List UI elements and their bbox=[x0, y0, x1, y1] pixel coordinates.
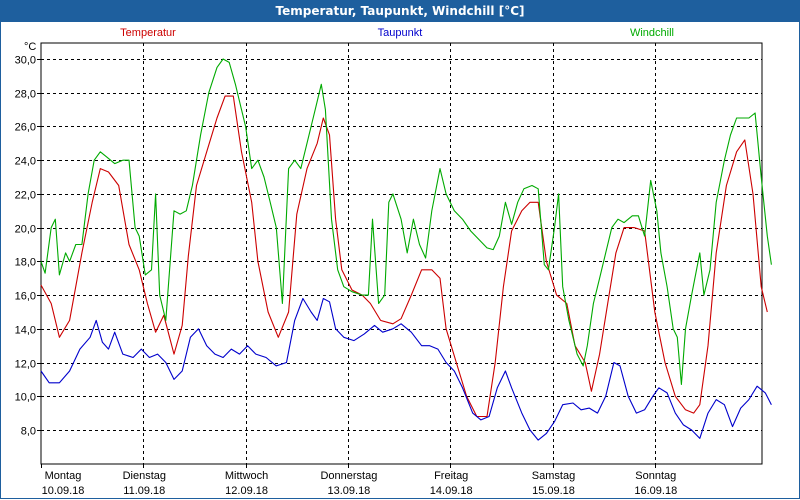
legend: Temperatur Taupunkt Windchill bbox=[120, 27, 674, 39]
x-tick-date: 13.09.18 bbox=[327, 485, 370, 497]
y-tick-label: 18,0 bbox=[15, 257, 36, 269]
series-line-taupunkt bbox=[40, 297, 772, 441]
y-tick-label: 12,0 bbox=[15, 359, 36, 371]
chart-title-bar: Temperatur, Taupunkt, Windchill [°C] bbox=[0, 0, 800, 22]
x-tick-day: Sonntag bbox=[635, 470, 676, 482]
x-tick-day: Samstag bbox=[532, 470, 575, 482]
x-tick-day: Dienstag bbox=[123, 470, 166, 482]
y-tick-label: 16,0 bbox=[15, 291, 36, 303]
plot-area-border bbox=[40, 42, 763, 465]
series-line-windchill bbox=[40, 58, 772, 386]
y-tick-label: 30,0 bbox=[15, 55, 36, 67]
x-tick-date: 16.09.18 bbox=[634, 485, 677, 497]
series-line-temperatur bbox=[40, 95, 768, 418]
series-layer bbox=[40, 58, 772, 441]
grid-layer: 8,0 10,0 12,0 14,0 16,0 18,0 20,0 22,0 24,0 26,0 2… bbox=[15, 42, 763, 497]
x-tick-day: Donnerstag bbox=[320, 470, 377, 482]
x-tick-date: 11.09.18 bbox=[123, 485, 165, 497]
legend-taupunkt: Taupunkt bbox=[378, 27, 423, 39]
y-tick-label: 10,0 bbox=[15, 392, 36, 404]
y-tick-label: 26,0 bbox=[15, 122, 36, 134]
x-tick-date: 12.09.18 bbox=[225, 485, 268, 497]
y-tick-label: 22,0 bbox=[15, 190, 36, 202]
legend-temperatur: Temperatur bbox=[120, 27, 176, 39]
y-tick-label: 28,0 bbox=[15, 89, 36, 101]
x-tick-date: 14.09.18 bbox=[430, 485, 473, 497]
x-tick-date: 10.09.18 bbox=[42, 485, 85, 497]
y-tick-label: 20,0 bbox=[15, 224, 36, 236]
chart-title: Temperatur, Taupunkt, Windchill [°C] bbox=[275, 4, 525, 18]
legend-windchill: Windchill bbox=[630, 27, 674, 39]
y-tick-label: 24,0 bbox=[15, 156, 36, 168]
x-tick-day: Montag bbox=[45, 470, 82, 482]
y-tick-label: 14,0 bbox=[15, 325, 36, 337]
x-tick-day: Mittwoch bbox=[225, 470, 268, 482]
y-axis-unit: °C bbox=[24, 41, 36, 53]
x-tick-day: Freitag bbox=[434, 470, 468, 482]
y-tick-label: 8,0 bbox=[21, 426, 36, 438]
x-tick-date: 15.09.18 bbox=[532, 485, 575, 497]
